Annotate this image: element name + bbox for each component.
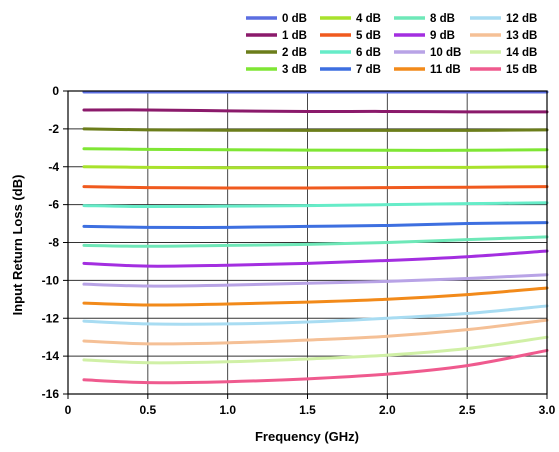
legend-item-8-db: 8 dB — [394, 13, 455, 25]
axis-layer: 0 0.5 1.0 1.5 2.0 2.5 3.0 0 -2 -4 -6 -8 -10 -12 -14 -16 — [42, 84, 556, 417]
legend-item-15-db: 15 dB — [470, 64, 537, 76]
legend-label: 11 dB — [430, 64, 461, 76]
legend-item-0-db: 0 dB — [246, 13, 307, 25]
series-line-14-db — [82, 335, 549, 365]
series-line-1-db — [82, 108, 549, 114]
legend-label: 13 dB — [506, 30, 537, 42]
legend-item-3-db: 3 dB — [246, 64, 307, 76]
series-line-11-db — [82, 286, 549, 307]
legend-item-4-db: 4 dB — [320, 13, 381, 25]
legend-item-10-db: 10 dB — [394, 47, 461, 59]
series-line-10-db — [82, 273, 549, 288]
series-line-12-db — [82, 304, 549, 326]
legend-item-7-db: 7 dB — [320, 64, 381, 76]
y-tick-label: -10 — [42, 273, 60, 287]
legend-item-1-db: 1 dB — [246, 30, 307, 42]
y-tick-label: -14 — [42, 349, 60, 363]
legend-item-13-db: 13 dB — [470, 30, 537, 42]
y-tick-label: -2 — [48, 122, 59, 136]
legend-label: 1 dB — [282, 30, 307, 42]
y-tick-label: -6 — [48, 198, 59, 212]
series-layer — [82, 90, 549, 385]
legend-label: 10 dB — [430, 47, 461, 59]
series-line-3-db — [82, 147, 549, 152]
y-axis-title: Input Return Loss (dB) — [10, 175, 25, 316]
y-tick-label: -8 — [48, 236, 59, 250]
series-line-15-db — [82, 348, 549, 385]
legend-item-9-db: 9 dB — [394, 30, 455, 42]
series-line-5-db — [82, 185, 549, 190]
legend-item-14-db: 14 dB — [470, 47, 537, 59]
x-tick-label: 1.0 — [219, 403, 236, 417]
legend-label: 3 dB — [282, 64, 307, 76]
legend-label: 14 dB — [506, 47, 537, 59]
legend-label: 12 dB — [506, 13, 537, 25]
x-tick-label: 2.5 — [459, 403, 476, 417]
legend-label: 4 dB — [356, 13, 381, 25]
legend-label: 5 dB — [356, 30, 381, 42]
y-tick-label: 0 — [52, 84, 59, 98]
legend: 0 dB 1 dB 2 dB 3 dB 4 dB 5 dB 6 dB 7 dB 8 dB 9 dB… — [246, 13, 537, 76]
legend-item-6-db: 6 dB — [320, 47, 381, 59]
x-tick-label: 2.0 — [379, 403, 396, 417]
legend-item-11-db: 11 dB — [394, 64, 461, 76]
legend-label: 6 dB — [356, 47, 381, 59]
series-line-2-db — [82, 127, 549, 132]
series-line-13-db — [82, 318, 549, 346]
legend-label: 2 dB — [282, 47, 307, 59]
series-line-6-db — [82, 201, 549, 209]
legend-label: 15 dB — [506, 64, 537, 76]
y-tick-label: -12 — [42, 311, 60, 325]
legend-item-2-db: 2 dB — [246, 47, 307, 59]
series-line-7-db — [82, 221, 549, 229]
y-tick-label: -16 — [42, 387, 60, 401]
legend-label: 7 dB — [356, 64, 381, 76]
series-line-9-db — [82, 249, 549, 268]
legend-item-12-db: 12 dB — [470, 13, 537, 25]
x-tick-label: 1.5 — [299, 403, 316, 417]
x-axis-title: Frequency (GHz) — [255, 429, 359, 444]
legend-label: 9 dB — [430, 30, 455, 42]
x-tick-label: 3.0 — [539, 403, 556, 417]
x-tick-label: 0 — [65, 403, 72, 417]
series-line-8-db — [82, 235, 549, 248]
legend-label: 0 dB — [282, 13, 307, 25]
legend-item-5-db: 5 dB — [320, 30, 381, 42]
x-tick-label: 0.5 — [139, 403, 156, 417]
legend-label: 8 dB — [430, 13, 455, 25]
series-line-4-db — [82, 165, 549, 170]
y-tick-label: -4 — [48, 160, 59, 174]
